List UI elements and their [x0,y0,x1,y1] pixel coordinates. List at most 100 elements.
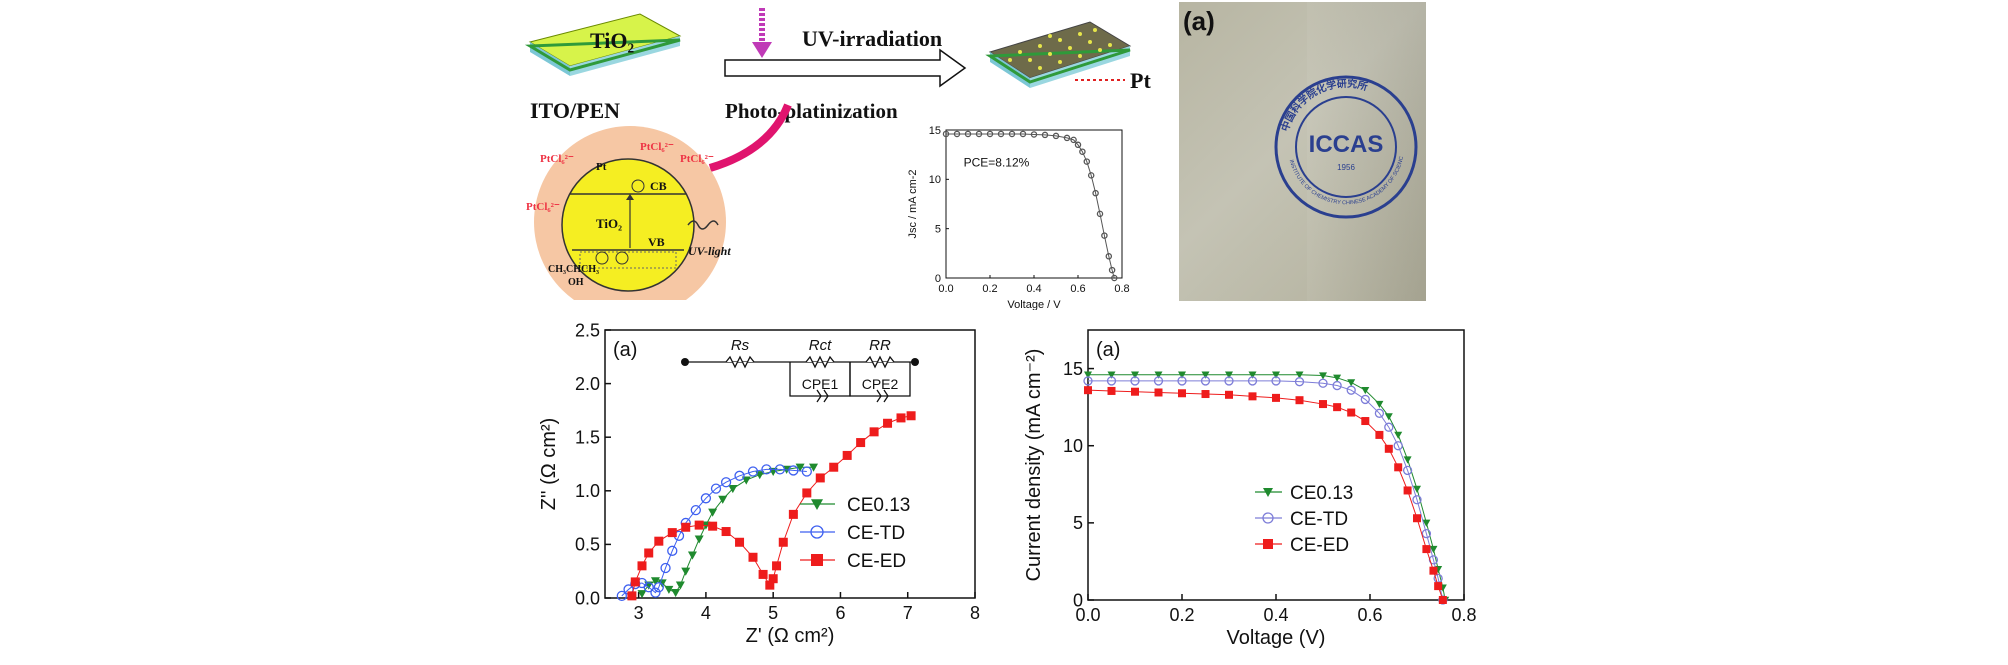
legend-label: CE-TD [1290,509,1348,530]
y-tick-label: 2.0 [575,374,600,394]
data-point [1107,386,1116,395]
data-point [856,438,866,448]
data-point [748,552,758,562]
data-point [1429,545,1438,554]
data-point [1438,596,1447,604]
panel-label: (a) [1096,339,1120,361]
data-point [1200,376,1211,386]
data-point [1434,582,1443,591]
data-point [1105,253,1113,260]
x-tick-label: 0.6 [1070,283,1085,295]
y-axis-label: Z'' (Ω cm²) [538,418,560,511]
resistor-icon [865,355,895,369]
data-point [735,537,745,547]
y-tick-label: 1.0 [575,481,600,501]
data-point [671,589,681,598]
data-point [942,130,950,138]
jv-main-chart: 0.0 0.2 0.4 0.6 0.8 0 5 10 15 Voltage (V) Current … [1023,329,1477,649]
data-point [734,470,745,481]
data-point [1248,392,1257,401]
data-point [708,521,718,531]
legend-marker [810,525,824,539]
data-point [616,590,627,602]
data-point [1295,396,1304,405]
data-point [1393,441,1403,451]
photo-panel-label: (a) [1183,6,1215,36]
data-point [1096,210,1104,218]
data-point [986,130,994,138]
uv-light-label: UV-light [688,244,731,258]
x-tick-label: 0.4 [1026,283,1041,295]
data-point [747,466,759,477]
data-point [690,504,701,516]
data-point [953,130,961,138]
data-point [643,582,654,593]
x-axis-label: Z' (Ω cm²) [746,625,835,647]
data-point [720,477,732,488]
data-point [1248,371,1257,379]
data-point [1347,408,1356,417]
x-tick-label: 0.4 [1263,605,1288,625]
pt-small-label: Pt [596,161,607,173]
legend-marker [811,499,823,510]
data-point [728,485,738,494]
data-point [1225,371,1233,379]
pt-dots [1008,28,1112,70]
data-point [687,551,697,560]
data-point [1403,456,1412,464]
data-point [1413,514,1421,523]
legend-marker [1263,488,1273,497]
data-point [1333,403,1342,412]
data-point [788,509,798,519]
x-tick-label: 6 [835,603,845,623]
ptcl-label-1: PtCl₆²⁻ [540,153,574,165]
data-point [644,548,654,558]
data-point [1360,394,1370,405]
data-point [1294,377,1305,387]
data-point [1083,376,1093,386]
legend-label: CE-ED [1290,535,1349,556]
x-axis-label: Voltage / V [1007,299,1061,310]
schematic-panel: TiO₂ ITO/PEN UV-irradiation Photo-platin… [524,8,1151,300]
data-point [637,561,647,571]
data-point [1070,136,1077,144]
data-point [708,508,718,517]
data-point [1092,189,1099,197]
plot-frame [945,129,1123,279]
data-point [829,462,839,472]
data-point [1361,417,1370,426]
process-arrow-icon [724,48,967,88]
data-point [1384,413,1393,421]
data-point [721,527,731,537]
resistor-icon [805,355,835,369]
data-point [650,577,660,586]
data-point [710,483,722,494]
x-tick-label: 0.0 [938,283,953,295]
y-tick-label: 5 [935,224,941,236]
x-tick-label: 3 [634,603,644,623]
data-point [761,464,772,475]
y-tick-label: 15 [1063,359,1083,379]
data-point [1394,431,1403,439]
data-point [1030,131,1038,138]
data-point [1107,371,1116,379]
data-point [758,569,768,579]
inset-jv-chart: 0.0 0.2 0.4 0.6 0.8 0 5 10 15 Voltage / V Jsc / mA… [907,125,1130,310]
data-point [883,418,893,428]
plot-frame [1087,329,1465,601]
data-point [1084,386,1092,395]
data-point [788,465,799,476]
resistor-icon [725,355,755,369]
legend-label: CE-TD [847,523,905,544]
data-point [964,130,972,138]
data-point [1319,400,1327,409]
y-tick-label: 0.5 [575,535,600,555]
data-point [653,582,664,593]
ptcl-label-2: PtCl₆²⁻ [640,141,674,153]
data-point [1247,376,1258,386]
cpe-icon [816,389,829,403]
data-point [774,464,786,475]
data-point [795,463,805,472]
y-axis-label: Current density (mA cm⁻²) [1023,349,1045,582]
series-line [1088,380,1444,601]
